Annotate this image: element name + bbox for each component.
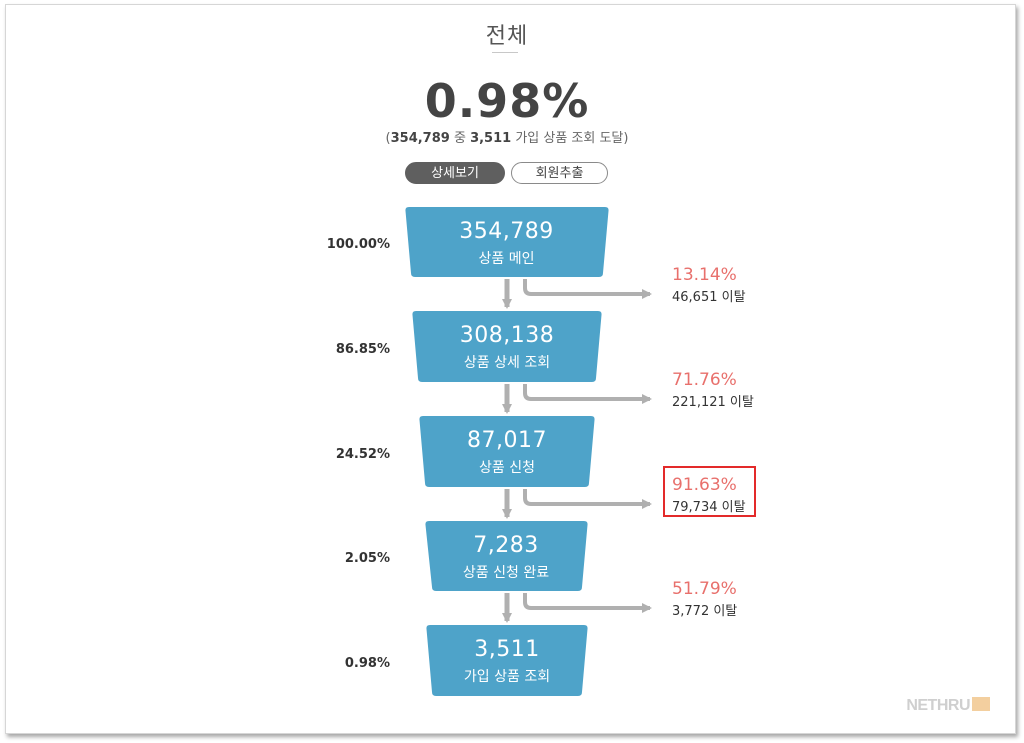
stage-5-box[interactable]: 3,511 가입 상품 조회 — [426, 637, 588, 686]
stage-3-percent: 24.52% — [335, 447, 390, 462]
stage-5-name: 가입 상품 조회 — [463, 669, 551, 685]
dropoff-3: 91.63% 79,734 이탈 — [672, 475, 746, 515]
dropoff-3-rate: 91.63% — [672, 475, 737, 495]
stage-4-box[interactable]: 7,283 상품 신청 완료 — [425, 533, 587, 582]
stage-1-shape — [405, 207, 609, 277]
dropoff-2-count: 221,121 이탈 — [672, 395, 754, 410]
stage-4-percent: 2.05% — [344, 551, 390, 566]
stage-3-box[interactable]: 87,017 상품 신청 — [419, 428, 595, 477]
stage-1-percent: 100.00% — [326, 237, 390, 252]
stage-2-name: 상품 상세 조회 — [463, 355, 551, 371]
dropoff-4-rate: 51.79% — [672, 579, 737, 599]
stage-3-name: 상품 신청 — [479, 460, 535, 476]
dropoff-arrow-1 — [523, 279, 652, 299]
stage-3-shape — [419, 416, 595, 487]
title-divider — [492, 52, 518, 53]
stage-5-count: 3,511 — [474, 637, 540, 662]
detail-view-button[interactable]: 상세보기 — [405, 162, 505, 184]
stage-2-shape — [412, 311, 602, 382]
dropoff-4-count: 3,772 이탈 — [672, 604, 738, 619]
dropoff-3-count: 79,734 이탈 — [672, 500, 746, 515]
conversion-summary: (354,789 중 3,511 가입 상품 조회 도달) — [385, 131, 629, 146]
brand-logo: NETHRU — [906, 697, 990, 715]
member-export-button[interactable]: 회원추출 — [511, 162, 608, 184]
overall-conversion-rate: 0.98% — [424, 74, 590, 128]
page-title: 전체 — [485, 24, 529, 49]
dropoff-4: 51.79% 3,772 이탈 — [672, 579, 737, 619]
dropoff-1-rate: 13.14% — [672, 265, 737, 285]
stage-4-count: 7,283 — [473, 533, 539, 558]
dropoff-arrow-2 — [523, 384, 652, 404]
stage-1-name: 상품 메인 — [478, 251, 535, 267]
dropoff-2-rate: 71.76% — [672, 370, 737, 390]
logo-mark-icon — [972, 697, 990, 711]
stage-3-count: 87,017 — [467, 428, 547, 453]
stage-1-count: 354,789 — [459, 219, 554, 244]
stage-4-shape — [425, 521, 588, 591]
stage-4-name: 상품 신청 완료 — [462, 565, 550, 581]
stage-2-count: 308,138 — [459, 323, 555, 348]
dropoff-1-count: 46,651 이탈 — [672, 290, 746, 305]
stage-5-shape — [426, 625, 588, 696]
stage-5-percent: 0.98% — [344, 656, 390, 671]
stage-2-percent: 86.85% — [335, 342, 390, 357]
dropoff-arrow-4 — [523, 593, 652, 613]
dropoff-arrow-3 — [523, 489, 652, 509]
dropoff-1: 13.14% 46,651 이탈 — [672, 265, 746, 305]
dropoff-2: 71.76% 221,121 이탈 — [672, 370, 754, 410]
highlight-box — [663, 466, 756, 517]
stage-2-box[interactable]: 308,138 상품 상세 조회 — [412, 323, 602, 372]
stage-1-box[interactable]: 354,789 상품 메인 — [405, 219, 608, 268]
